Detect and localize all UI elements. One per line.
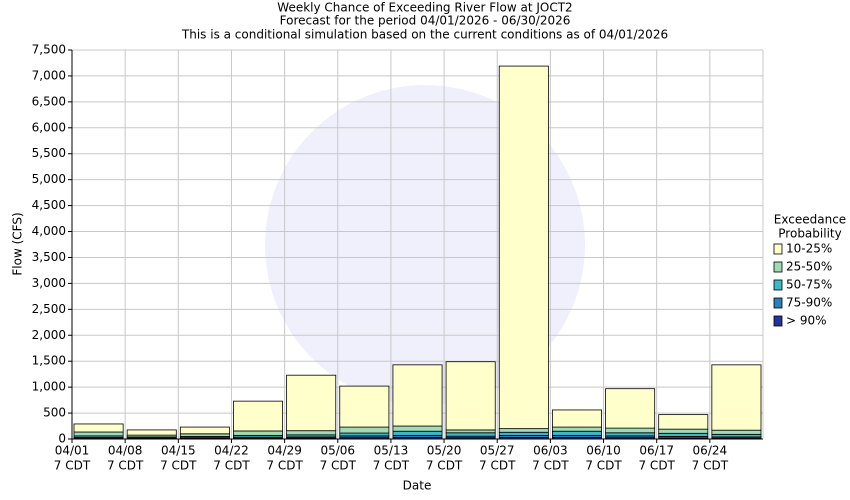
x-tick-label: 04/22 [214,444,249,458]
x-tick-label: 05/27 [480,444,515,458]
legend-label: 25-50% [786,260,832,274]
bar-segment [233,430,284,436]
y-tick-label: 1,500 [32,354,66,368]
bar-segment [551,409,602,428]
y-tick-label: 5,500 [32,146,66,160]
legend-swatch [773,261,783,273]
bar-segment [711,429,762,435]
x-tick-sublabel: 7 CDT [107,459,144,473]
x-tick-label: 04/01 [55,444,90,458]
x-tick-label: 04/29 [267,444,302,458]
bar-segment [498,431,549,436]
bar-segment [339,426,390,434]
bar-segment [286,374,337,432]
y-tick-label: 1,000 [32,380,66,394]
x-tick-label: 06/17 [639,444,674,458]
bar-segment [286,430,337,436]
legend-title: Exceedance [774,213,846,227]
y-tick-label: 3,000 [32,276,66,290]
x-tick-sublabel: 7 CDT [585,459,622,473]
bar-segment [605,388,656,429]
legend-swatch [773,243,783,255]
bar-segment [179,426,230,435]
chart-subtitle: Forecast for the period 04/01/2026 - 06/… [280,14,571,28]
y-tick-label: 500 [43,406,66,420]
legend-title: Probability [778,227,841,241]
x-tick-sublabel: 7 CDT [692,459,729,473]
bar-segment [392,430,443,436]
bar-segment [551,430,602,436]
y-tick-label: 3,500 [32,250,66,264]
x-tick-label: 04/08 [108,444,143,458]
x-tick-label: 06/24 [693,444,728,458]
x-axis-label: Date [403,479,432,493]
legend-swatch [773,315,783,327]
bar-segment [339,432,390,437]
x-tick-label: 06/10 [586,444,621,458]
x-tick-sublabel: 7 CDT [160,459,197,473]
bar-segment [605,427,656,434]
y-tick-label: 6,500 [32,94,66,108]
x-tick-sublabel: 7 CDT [213,459,250,473]
bar-segment [711,364,762,431]
bar-segment [392,364,443,427]
x-tick-sublabel: 7 CDT [532,459,569,473]
bar-segment [551,426,602,432]
x-tick-sublabel: 7 CDT [54,459,91,473]
x-tick-sublabel: 7 CDT [266,459,303,473]
chart-title: Weekly Chance of Exceeding River Flow at… [277,1,572,15]
y-tick-label: 0 [58,432,66,446]
y-axis-label: Flow (CFS) [11,212,25,275]
x-tick-label: 05/06 [320,444,355,458]
bar-segment [445,429,496,434]
y-tick-label: 2,000 [32,328,66,342]
bar-segment [658,414,709,430]
y-tick-label: 5,000 [32,172,66,186]
bar-segment [445,361,496,431]
bar-segment [73,423,124,433]
bar-segment [658,428,709,434]
bar-segment [498,428,549,433]
x-tick-sublabel: 7 CDT [638,459,675,473]
x-tick-sublabel: 7 CDT [426,459,463,473]
x-tick-label: 06/03 [533,444,568,458]
y-tick-label: 7,500 [32,43,66,57]
legend-label: 75-90% [786,296,832,310]
legend-swatch [773,297,783,309]
x-tick-label: 04/15 [161,444,196,458]
bar-segment [126,429,177,436]
legend-swatch [773,279,783,291]
x-tick-sublabel: 7 CDT [479,459,516,473]
x-tick-label: 05/13 [374,444,409,458]
x-tick-sublabel: 7 CDT [320,459,357,473]
bar-segment [498,65,549,430]
x-tick-label: 05/20 [427,444,462,458]
y-tick-label: 4,000 [32,224,66,238]
legend-label: > 90% [786,314,827,328]
bar-segment [339,385,390,428]
bar-segment [605,432,656,437]
bar-segment [73,431,124,437]
y-tick-label: 7,000 [32,68,66,82]
x-tick-sublabel: 7 CDT [373,459,410,473]
chart-note: This is a conditional simulation based o… [181,28,668,42]
y-tick-label: 4,500 [32,198,66,212]
legend-label: 50-75% [786,278,832,292]
bar-segment [658,432,709,437]
bar-segment [392,425,443,432]
bar-segment [233,400,284,432]
bar-segment [445,432,496,437]
y-tick-label: 6,000 [32,120,66,134]
y-tick-label: 2,500 [32,302,66,316]
legend-label: 10-25% [786,242,832,256]
